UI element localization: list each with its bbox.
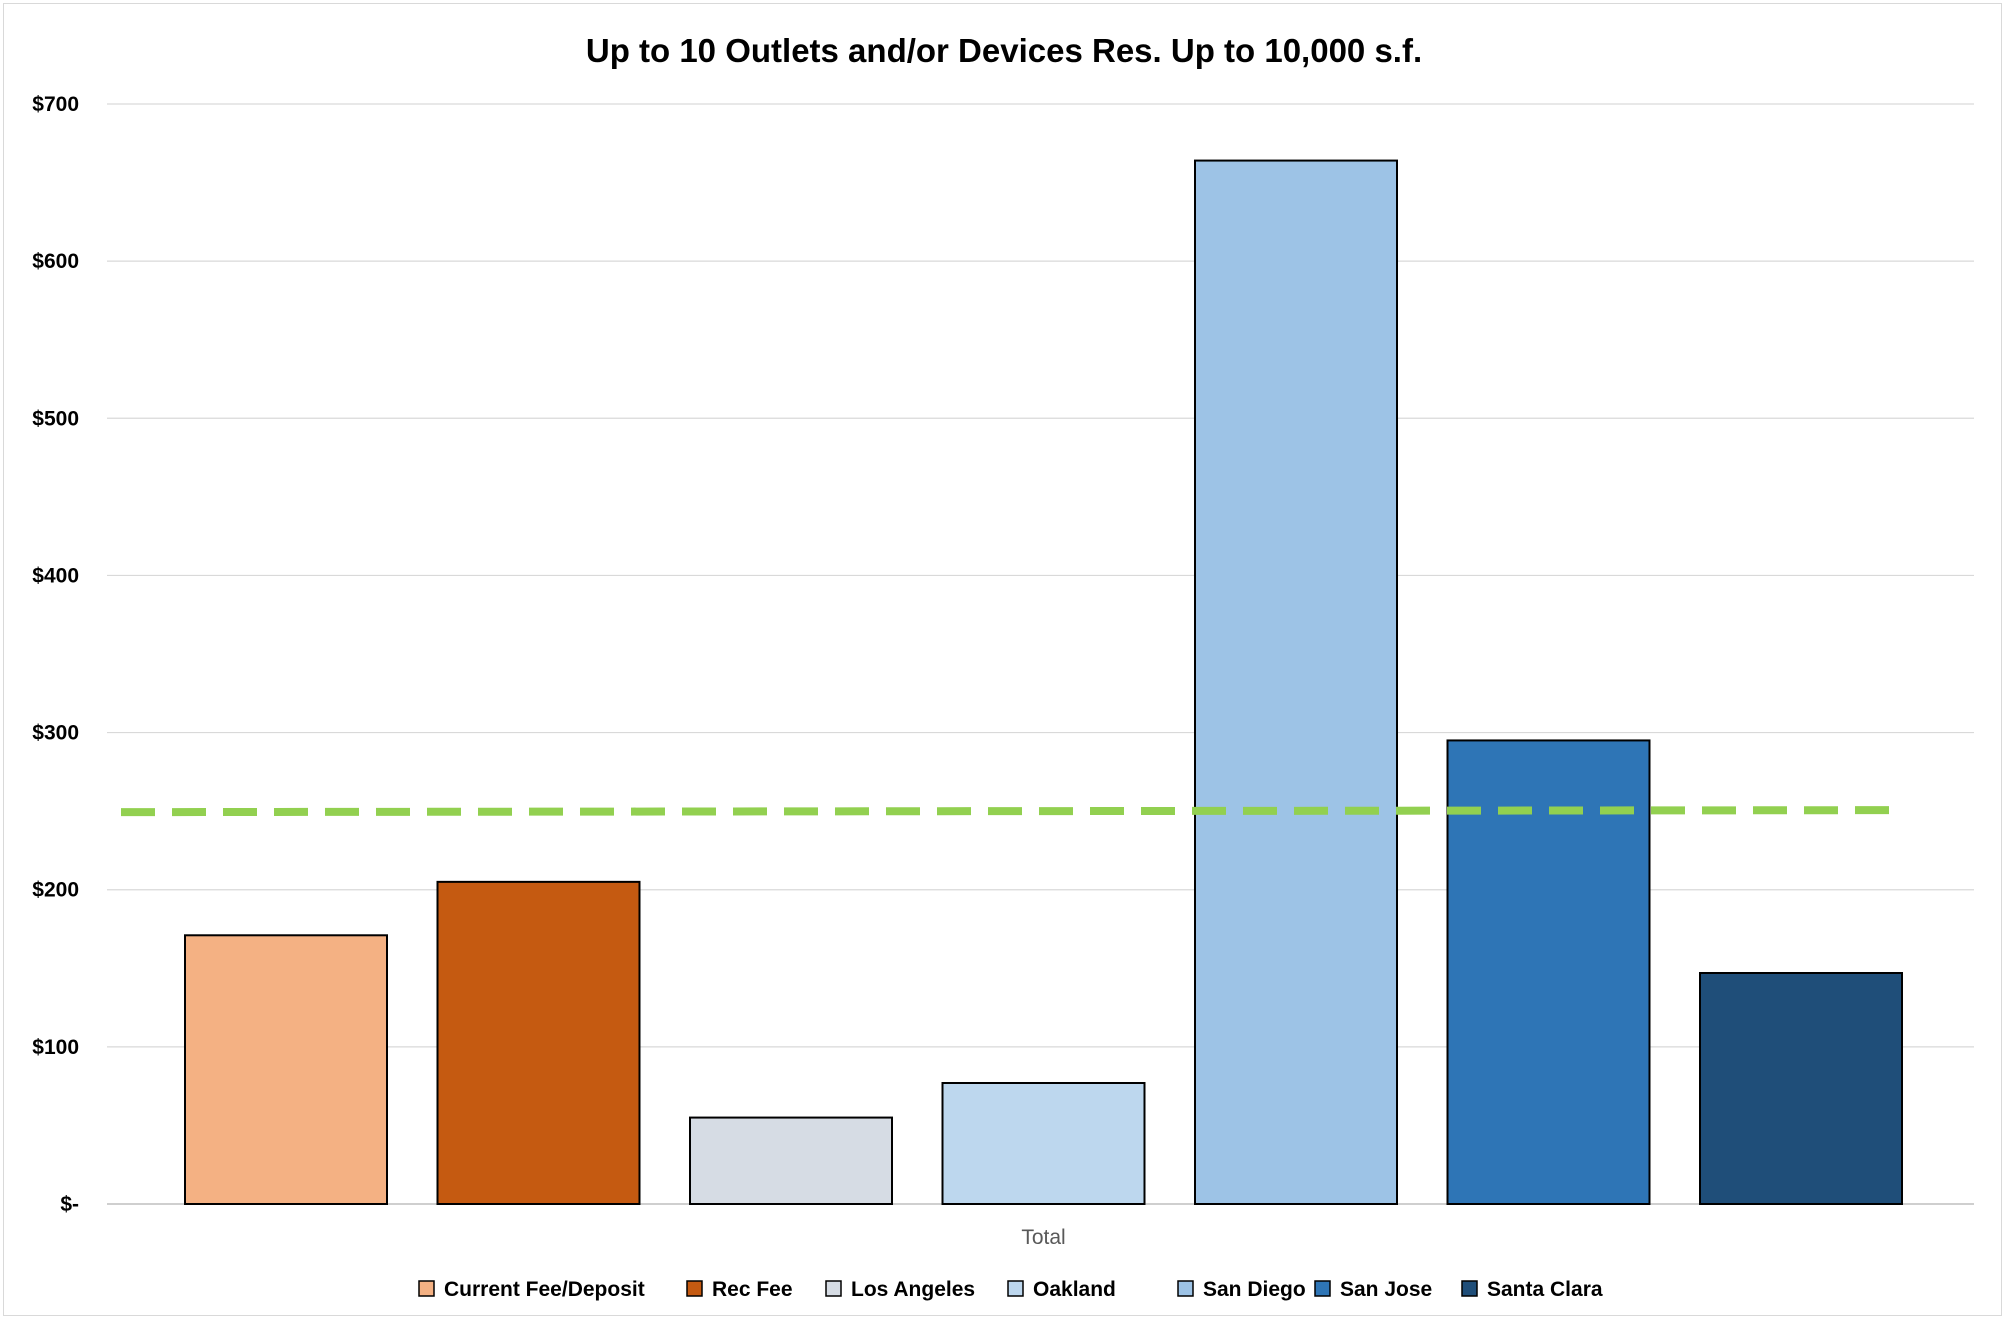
legend-swatch: [825, 1280, 842, 1297]
reference-line-layer: [120, 806, 1895, 817]
legend: Current Fee/Deposit Rec Fee Los Angeles Oak…: [418, 1278, 1603, 1301]
bar-current-fee-deposit: [184, 934, 388, 1205]
y-tick-label: $600: [32, 250, 79, 273]
y-tick-label: $-: [60, 1193, 79, 1216]
legend-swatch: [1314, 1280, 1331, 1297]
y-tick-label: $400: [32, 564, 79, 587]
legend-label: San Diego: [1203, 1278, 1306, 1301]
reference-line: [120, 806, 1895, 817]
bar-san-jose: [1446, 739, 1651, 1206]
gridlines: [107, 103, 1974, 1205]
bar-rec-fee: [436, 880, 641, 1205]
legend-label: Oakland: [1033, 1278, 1116, 1301]
bar-san-diego: [1194, 159, 1398, 1206]
legend-swatch: [1177, 1280, 1194, 1297]
legend-swatch: [1007, 1280, 1024, 1297]
legend-swatch: [1461, 1280, 1478, 1297]
legend-label: Current Fee/Deposit: [444, 1278, 645, 1301]
legend-label: San Jose: [1340, 1278, 1432, 1301]
x-category-label: Total: [1021, 1226, 1065, 1249]
y-tick-label: $200: [32, 879, 79, 902]
bar-santa-clara: [1699, 972, 1903, 1205]
bar-oakland: [941, 1082, 1146, 1205]
legend-label: Rec Fee: [712, 1278, 793, 1301]
legend-label: Los Angeles: [851, 1278, 975, 1301]
legend-label: Santa Clara: [1487, 1278, 1603, 1301]
bar-chart: Up to 10 Outlets and/or Devices Res. Up …: [32, 32, 1974, 1301]
legend-swatch: [418, 1280, 435, 1297]
legend-swatch: [686, 1280, 703, 1297]
bars: [184, 159, 1903, 1206]
chart-title: Up to 10 Outlets and/or Devices Res. Up …: [586, 32, 1422, 69]
chart-area: Up to 10 Outlets and/or Devices Res. Up …: [3, 3, 2002, 1316]
bar-los-angeles: [689, 1116, 893, 1205]
y-tick-label: $700: [32, 93, 79, 116]
x-axis-categories: Total: [1021, 1226, 1065, 1249]
y-tick-label: $100: [32, 1036, 79, 1059]
y-tick-label: $300: [32, 722, 79, 745]
y-axis-ticks: $- $100 $200 $300 $400 $500 $600 $700: [32, 93, 79, 1216]
y-tick-label: $500: [32, 407, 79, 430]
